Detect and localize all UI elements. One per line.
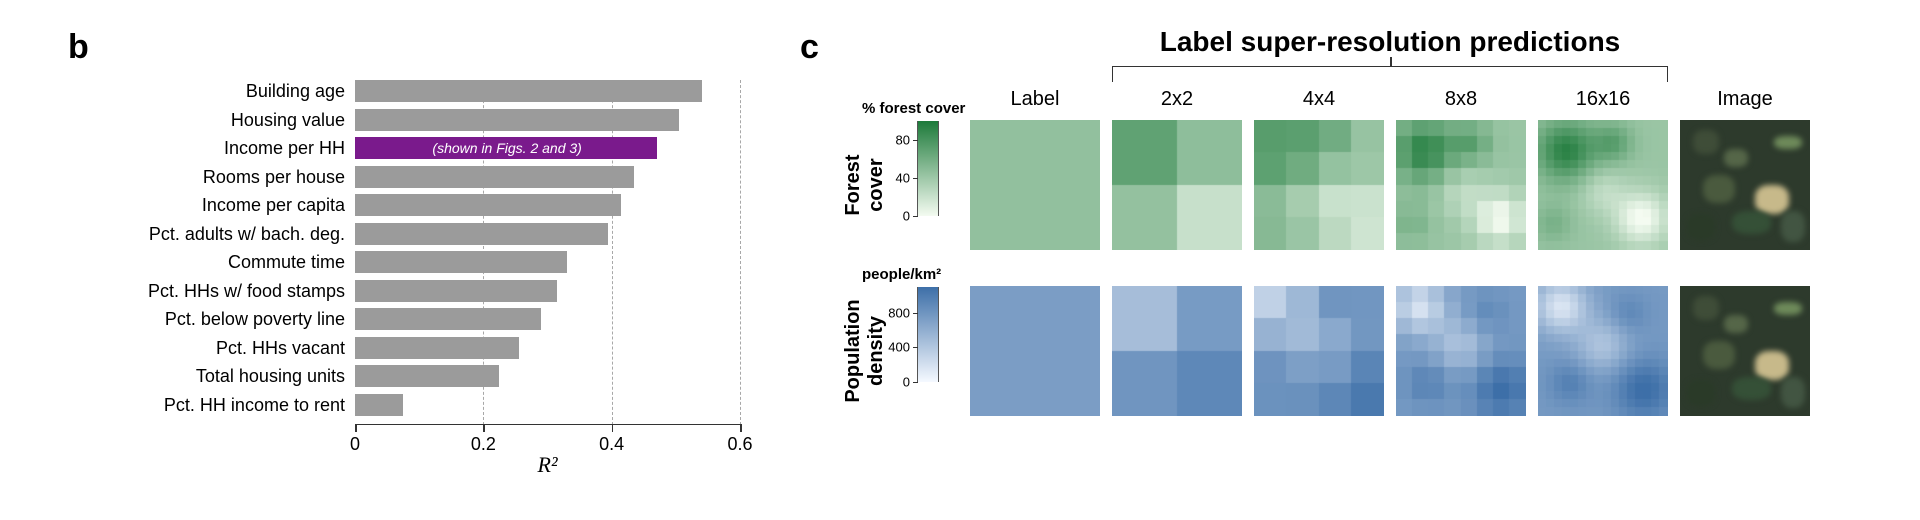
bar-label: Pct. HHs w/ food stamps xyxy=(148,280,355,302)
bar xyxy=(355,280,557,302)
colorbar: % forest cover04080 xyxy=(862,100,972,216)
bar-plot-area: Building age Housing value Income per HH(s… xyxy=(355,80,740,425)
bar-label: Housing value xyxy=(231,109,355,131)
colorbar: people/km²0400800 xyxy=(862,266,972,382)
bar-label: Pct. adults w/ bach. deg. xyxy=(149,223,355,245)
bar-row: Income per HH(shown in Figs. 2 and 3) xyxy=(355,137,740,159)
bar-label: Pct. below poverty line xyxy=(165,308,355,330)
column-header: Image xyxy=(1680,88,1810,111)
column-header: 16x16 xyxy=(1538,88,1668,111)
bar-label: Building age xyxy=(246,80,355,102)
satellite-image-tile xyxy=(1680,286,1810,416)
heatmap-grid: Label super-resolution predictions Label… xyxy=(820,26,1900,496)
colorbar-tick-label: 0 xyxy=(903,209,918,224)
heatmap-tile xyxy=(970,286,1100,416)
colorbar-tick-label: 0 xyxy=(903,375,918,390)
gridline xyxy=(740,80,741,425)
bar xyxy=(355,80,702,102)
colorbar-tick-label: 400 xyxy=(888,340,918,355)
bar xyxy=(355,365,499,387)
bar xyxy=(355,166,634,188)
colorbar-tick-label: 800 xyxy=(888,305,918,320)
bar-row: Building age xyxy=(355,80,740,102)
heatmap-tile xyxy=(1112,286,1242,416)
bar-row: Total housing units xyxy=(355,365,740,387)
heatmap-tile xyxy=(1254,120,1384,250)
x-tick-label: 0.6 xyxy=(727,434,752,455)
bar xyxy=(355,337,519,359)
x-tick-label: 0.4 xyxy=(599,434,624,455)
bracket xyxy=(1112,66,1668,82)
bar xyxy=(355,308,541,330)
panel-c-title: Label super-resolution predictions xyxy=(1110,26,1670,58)
satellite-image-tile xyxy=(1680,120,1810,250)
x-tick-label: 0.2 xyxy=(471,434,496,455)
panel-label-b: b xyxy=(68,28,89,67)
bar xyxy=(355,223,608,245)
colorbar-title: % forest cover xyxy=(862,100,972,117)
heatmap-tile xyxy=(1396,120,1526,250)
bar-label: Income per capita xyxy=(202,194,355,216)
bar xyxy=(355,251,567,273)
bar-row: Rooms per house xyxy=(355,166,740,188)
x-axis-label: R² xyxy=(538,452,558,478)
bar-row: Commute time xyxy=(355,251,740,273)
bar xyxy=(355,394,403,416)
bar-row: Pct. below poverty line xyxy=(355,308,740,330)
heatmap-tile xyxy=(1538,120,1668,250)
x-axis xyxy=(355,424,740,425)
bar-row: Pct. HHs w/ food stamps xyxy=(355,280,740,302)
bar xyxy=(355,109,679,131)
bar-chart: Building ageHousing valueIncome per HH(s… xyxy=(120,80,745,470)
panel-label-c: c xyxy=(800,28,819,67)
bar xyxy=(355,194,621,216)
heatmap-tile xyxy=(1396,286,1526,416)
bar-row: Housing value xyxy=(355,109,740,131)
heatmap-tile xyxy=(1112,120,1242,250)
colorbar-title: people/km² xyxy=(862,266,972,283)
colorbar-tick-label: 40 xyxy=(896,171,918,186)
bar-label: Pct. HH income to rent xyxy=(164,394,355,416)
column-header: 2x2 xyxy=(1112,88,1242,111)
heatmap-tile xyxy=(1254,286,1384,416)
bar-label: Income per HH xyxy=(224,137,355,159)
bar-row: Income per capita xyxy=(355,194,740,216)
column-header: Label xyxy=(970,88,1100,111)
bar-row: Pct. HH income to rent xyxy=(355,394,740,416)
bar-label: Commute time xyxy=(228,251,355,273)
bar-label: Total housing units xyxy=(196,365,355,387)
bar-label: Rooms per house xyxy=(203,166,355,188)
colorbar-tick-label: 80 xyxy=(896,133,918,148)
bar-annotation: (shown in Figs. 2 and 3) xyxy=(432,137,734,159)
column-header: 8x8 xyxy=(1396,88,1526,111)
column-header: 4x4 xyxy=(1254,88,1384,111)
bar-label: Pct. HHs vacant xyxy=(216,337,355,359)
bar-row: Pct. HHs vacant xyxy=(355,337,740,359)
heatmap-tile xyxy=(970,120,1100,250)
bar-row: Pct. adults w/ bach. deg. xyxy=(355,223,740,245)
heatmap-tile xyxy=(1538,286,1668,416)
x-tick-label: 0 xyxy=(350,434,360,455)
